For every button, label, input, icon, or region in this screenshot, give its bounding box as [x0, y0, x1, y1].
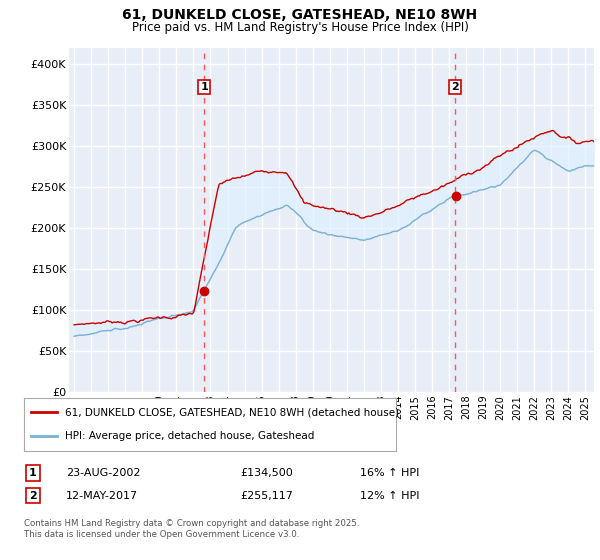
Text: 16% ↑ HPI: 16% ↑ HPI — [360, 468, 419, 478]
Text: 61, DUNKELD CLOSE, GATESHEAD, NE10 8WH (detached house): 61, DUNKELD CLOSE, GATESHEAD, NE10 8WH (… — [65, 408, 399, 418]
Text: HPI: Average price, detached house, Gateshead: HPI: Average price, detached house, Gate… — [65, 431, 314, 441]
Text: 12-MAY-2017: 12-MAY-2017 — [66, 491, 138, 501]
Text: 1: 1 — [29, 468, 37, 478]
Text: 1: 1 — [200, 82, 208, 92]
Text: £134,500: £134,500 — [240, 468, 293, 478]
Text: 12% ↑ HPI: 12% ↑ HPI — [360, 491, 419, 501]
Text: Contains HM Land Registry data © Crown copyright and database right 2025.
This d: Contains HM Land Registry data © Crown c… — [24, 520, 359, 539]
Text: 2: 2 — [29, 491, 37, 501]
Text: 2: 2 — [451, 82, 459, 92]
Text: 61, DUNKELD CLOSE, GATESHEAD, NE10 8WH: 61, DUNKELD CLOSE, GATESHEAD, NE10 8WH — [122, 8, 478, 22]
Text: 23-AUG-2002: 23-AUG-2002 — [66, 468, 140, 478]
Text: Price paid vs. HM Land Registry's House Price Index (HPI): Price paid vs. HM Land Registry's House … — [131, 21, 469, 34]
Text: £255,117: £255,117 — [240, 491, 293, 501]
